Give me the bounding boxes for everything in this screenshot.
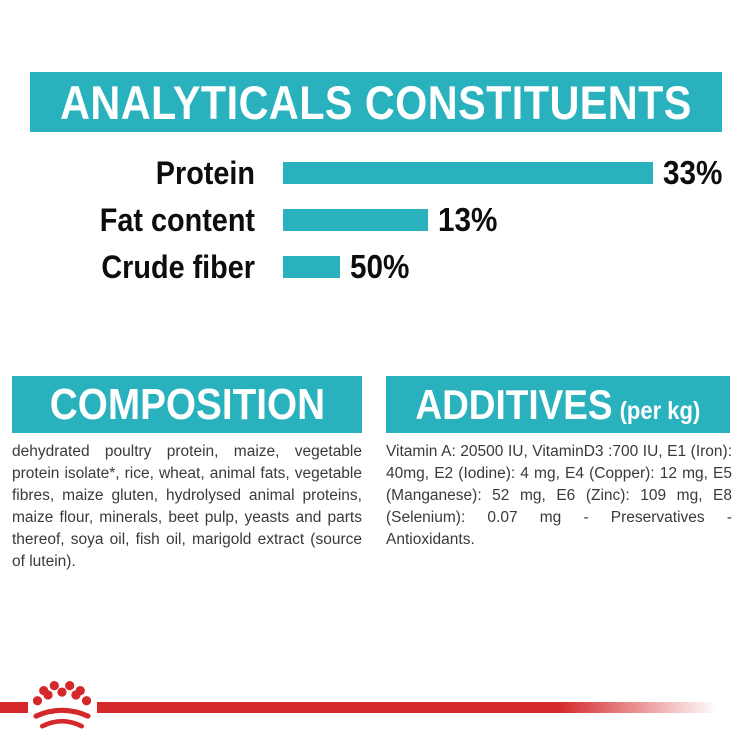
chart-value-crude-fiber: 50% (350, 248, 410, 285)
bar-crude-fiber (283, 256, 340, 278)
composition-body: dehydrated poultry protein, maize, veget… (12, 443, 362, 570)
additives-title: ADDITIVES (415, 380, 613, 428)
analyticals-title: ANALYTICALS CONSTITUENTS (60, 75, 692, 129)
composition-banner: COMPOSITION (12, 376, 362, 433)
bar-protein (283, 162, 653, 184)
composition-title: COMPOSITION (49, 379, 325, 429)
analyticals-banner: ANALYTICALS CONSTITUENTS (30, 72, 722, 132)
additives-title-suffix: (per kg) (619, 396, 701, 425)
chart-value-protein: 33% (663, 154, 723, 191)
additives-body: Vitamin A: 20500 IU, VitaminD3 :700 IU, … (386, 443, 732, 548)
additives-banner: ADDITIVES (per kg) (386, 376, 730, 433)
royal-canin-crown-icon (32, 681, 92, 729)
footer-red-line-right (97, 702, 737, 713)
chart-label-crude-fiber: Crude fiber (101, 248, 255, 285)
bar-fat-content (283, 209, 428, 231)
footer-red-line-left (0, 702, 28, 713)
chart-label-protein: Protein (155, 154, 255, 191)
constituents-chart: Protein 33% Fat content 13% Crude fiber … (0, 150, 750, 291)
chart-value-fat-content: 13% (438, 201, 498, 238)
chart-row-protein: Protein 33% (0, 150, 750, 196)
chart-row-crude-fiber: Crude fiber 50% (0, 244, 750, 290)
chart-label-fat-content: Fat content (99, 201, 256, 238)
chart-row-fat-content: Fat content 13% (0, 197, 750, 243)
